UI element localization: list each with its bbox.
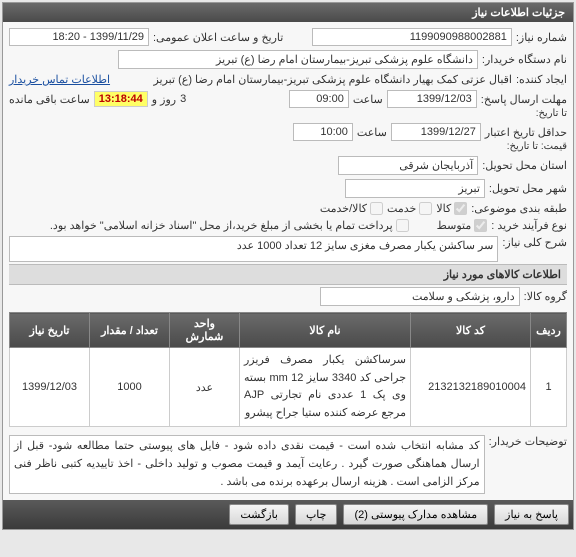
cat-goods-service-checkbox[interactable]: کالا/خدمت <box>320 202 383 215</box>
cell-code: 2132132189010004 <box>411 348 531 427</box>
deadline-date-field: 1399/12/03 <box>387 90 477 108</box>
group-label: گروه کالا: <box>524 290 567 303</box>
gen-title-label: شرح کلی نیاز: <box>502 236 567 249</box>
min-valid-time-field: 10:00 <box>293 123 353 141</box>
buyer-contact-link[interactable]: اطلاعات تماس خریدار <box>9 73 110 86</box>
countdown-days: 3 <box>180 93 186 105</box>
countdown-days-label: روز و <box>152 93 176 106</box>
public-dt-field: 1399/11/29 - 18:20 <box>9 28 149 46</box>
group-field: دارو، پزشکی و سلامت <box>320 287 520 306</box>
attachments-button[interactable]: مشاهده مدارک پیوستی (2) <box>343 504 488 525</box>
gen-title-field: سر ساکشن یکبار مصرف مغزی سایز 12 تعداد 1… <box>9 236 498 262</box>
category-label: طبقه بندی موضوعی: <box>471 202 567 215</box>
min-valid-time-label: ساعت <box>357 126 387 139</box>
countdown-rem-label: ساعت باقی مانده <box>9 93 90 106</box>
cell-qty: 1000 <box>90 348 170 427</box>
items-section-title: اطلاعات کالاهای مورد نیاز <box>9 264 567 285</box>
partpay-checkbox[interactable]: پرداخت تمام یا بخشی از مبلغ خرید،از محل … <box>50 219 409 232</box>
need-details-panel: جزئیات اطلاعات نیاز شماره نیاز: 11990909… <box>2 2 574 530</box>
cat-goods-checkbox[interactable]: کالا <box>436 202 467 215</box>
col-qty: تعداد / مقدار <box>90 313 170 348</box>
countdown-time: 13:18:44 <box>94 91 148 107</box>
button-bar: پاسخ به نیاز مشاهده مدارک پیوستی (2) چاپ… <box>3 500 573 529</box>
cell-date: 1399/12/03 <box>10 348 90 427</box>
proc-mid-checkbox[interactable]: متوسط <box>437 219 488 232</box>
panel-body: شماره نیاز: 1199090988002881 تاریخ و ساع… <box>3 22 573 500</box>
proc-label: نوع فرآیند خرید : <box>491 219 567 232</box>
province-label: استان محل تحویل: <box>482 159 567 172</box>
city-label: شهر محل تحویل: <box>489 182 567 195</box>
col-code: کد کالا <box>411 313 531 348</box>
city-field: تبریز <box>345 179 485 198</box>
deadline-time-label: ساعت <box>353 93 383 106</box>
col-name: نام کالا <box>240 313 411 348</box>
cell-unit: عدد <box>170 348 240 427</box>
req-no-label: شماره نیاز: <box>516 31 567 44</box>
min-valid-sub-label: قیمت: تا تاریخ: <box>507 141 567 152</box>
cell-idx: 1 <box>531 348 567 427</box>
items-table-header-row: ردیف کد کالا نام کالا واحد شمارش تعداد /… <box>10 313 567 348</box>
notes-field: کد مشابه انتخاب شده است - قیمت نقدی داده… <box>9 435 485 494</box>
reply-button[interactable]: پاسخ به نیاز <box>494 504 569 525</box>
back-button[interactable]: بازگشت <box>229 504 289 525</box>
min-valid-label: حداقل تاریخ اعتبار <box>485 126 567 139</box>
cat-service-checkbox[interactable]: خدمت <box>387 202 432 215</box>
table-row: 1 2132132189010004 سرساکشن یکبار مصرف فر… <box>10 348 567 427</box>
province-field: آذربایجان شرقی <box>338 156 478 175</box>
public-dt-label: تاریخ و ساعت اعلان عمومی: <box>153 31 283 44</box>
print-button[interactable]: چاپ <box>295 504 338 525</box>
deadline-label: مهلت ارسال پاسخ: <box>481 93 567 106</box>
min-valid-date-field: 1399/12/27 <box>391 123 481 141</box>
buyer-name-label: نام دستگاه خریدار: <box>482 53 567 66</box>
col-unit: واحد شمارش <box>170 313 240 348</box>
req-no-field: 1199090988002881 <box>312 28 512 46</box>
panel-title: جزئیات اطلاعات نیاز <box>3 3 573 22</box>
creator-label: ایجاد کننده: <box>516 73 567 86</box>
deadline-sub-label: تا تاریخ: <box>536 108 567 119</box>
col-date: تاریخ نیاز <box>10 313 90 348</box>
creator-text: اقبال عزتی کمک بهیار دانشگاه علوم پزشکی … <box>153 73 512 86</box>
col-idx: ردیف <box>531 313 567 348</box>
notes-label: توضیحات خریدار: <box>489 435 567 448</box>
items-table: ردیف کد کالا نام کالا واحد شمارش تعداد /… <box>9 312 567 427</box>
deadline-time-field: 09:00 <box>289 90 349 108</box>
cell-name: سرساکشن یکبار مصرف فریزر جراحی کد 3340 س… <box>240 348 411 427</box>
buyer-name-field: دانشگاه علوم پزشکی تبریز-بیمارستان امام … <box>118 50 478 69</box>
